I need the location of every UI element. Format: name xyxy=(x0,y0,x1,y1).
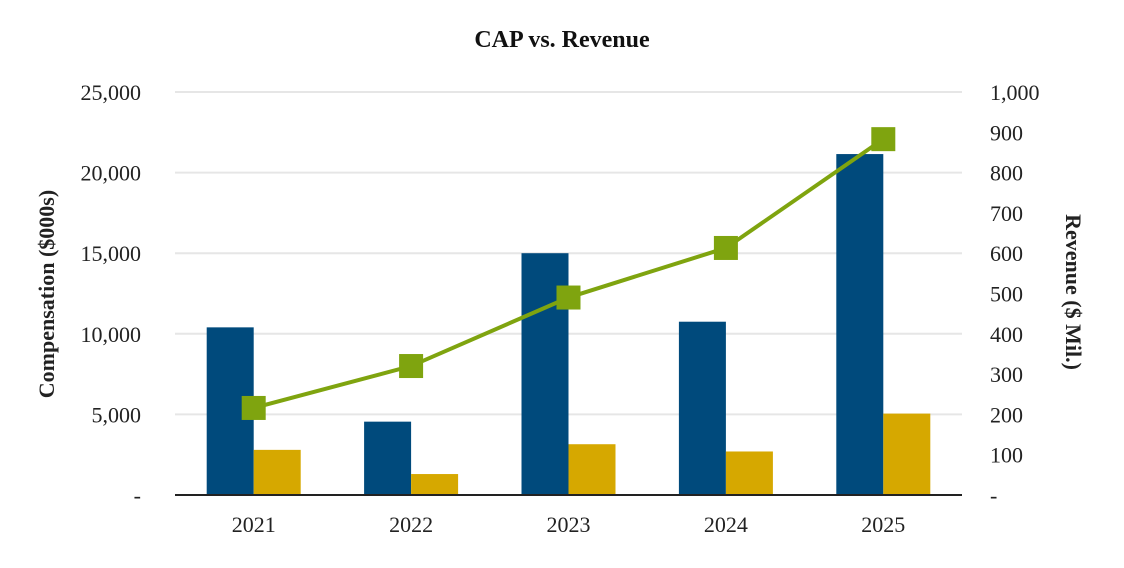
secondary-bar-2022 xyxy=(411,474,459,495)
right-axis-title: Revenue ($ Mil.) xyxy=(1061,214,1086,370)
revenue-line-series xyxy=(241,127,896,420)
secondary-bar-2021 xyxy=(253,449,301,495)
right-tick-label: 500 xyxy=(990,282,1023,307)
chart-title: CAP vs. Revenue xyxy=(474,27,650,53)
revenue-point-2022 xyxy=(399,354,424,379)
right-tick-label: 1,000 xyxy=(990,80,1040,105)
secondary-bar-2023 xyxy=(568,444,616,495)
revenue-point-2021 xyxy=(241,395,266,420)
right-tick-label: 600 xyxy=(990,241,1023,266)
x-tick-label: 2025 xyxy=(861,512,905,537)
right-axis-ticks: - 100 200 300 400 500 600 700 800 900 1,000 xyxy=(990,80,1040,508)
cap-bar-2025 xyxy=(836,154,884,495)
left-tick-label: - xyxy=(134,483,141,508)
bars xyxy=(206,154,931,495)
right-tick-label: - xyxy=(990,483,997,508)
x-tick-label: 2022 xyxy=(389,512,433,537)
x-tick-label: 2024 xyxy=(704,512,748,537)
left-tick-label: 25,000 xyxy=(81,80,142,105)
right-tick-label: 100 xyxy=(990,443,1023,468)
right-tick-label: 700 xyxy=(990,201,1023,226)
revenue-point-2023 xyxy=(556,285,581,310)
secondary-bar-2024 xyxy=(725,451,773,495)
left-axis-ticks: - 5,000 10,000 15,000 20,000 25,000 xyxy=(81,80,142,508)
secondary-bar-2025 xyxy=(883,413,931,495)
x-axis-ticks: 2021 2022 2023 2024 2025 xyxy=(232,512,906,537)
left-tick-label: 10,000 xyxy=(81,322,142,347)
cap-bar-2024 xyxy=(678,321,726,495)
right-tick-label: 300 xyxy=(990,362,1023,387)
left-tick-label: 5,000 xyxy=(92,402,142,427)
right-tick-label: 900 xyxy=(990,120,1023,145)
revenue-point-2024 xyxy=(713,235,738,260)
left-tick-label: 20,000 xyxy=(81,161,142,186)
left-axis-title: Compensation ($000s) xyxy=(34,190,59,398)
cap-bar-2022 xyxy=(364,421,412,495)
right-tick-label: 800 xyxy=(990,161,1023,186)
x-tick-label: 2023 xyxy=(547,512,591,537)
right-tick-label: 400 xyxy=(990,322,1023,347)
revenue-point-2025 xyxy=(871,127,896,152)
left-tick-label: 15,000 xyxy=(81,241,142,266)
x-tick-label: 2021 xyxy=(232,512,276,537)
right-tick-label: 200 xyxy=(990,402,1023,427)
